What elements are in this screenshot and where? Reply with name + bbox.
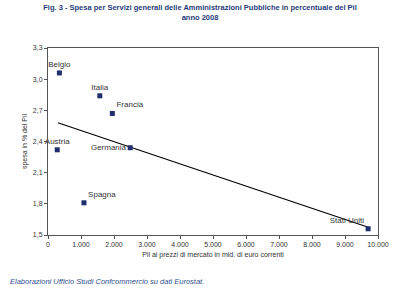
svg-text:10.000: 10.000 bbox=[367, 241, 389, 248]
svg-text:4.000: 4.000 bbox=[171, 241, 189, 248]
svg-text:Spagna: Spagna bbox=[88, 190, 116, 199]
svg-text:9.000: 9.000 bbox=[336, 241, 354, 248]
svg-text:Pil ai prezzi di mercato in ml: Pil ai prezzi di mercato in mld. di euro… bbox=[142, 251, 284, 259]
svg-text:Elaborazioni Ufficio Studi Con: Elaborazioni Ufficio Studi Confcommercio… bbox=[10, 277, 204, 286]
svg-text:2.000: 2.000 bbox=[105, 241, 123, 248]
svg-text:1,8: 1,8 bbox=[33, 200, 43, 207]
svg-text:Italia: Italia bbox=[91, 83, 108, 92]
svg-text:2,7: 2,7 bbox=[33, 107, 43, 114]
svg-text:3,3: 3,3 bbox=[33, 44, 43, 51]
svg-text:Francia: Francia bbox=[116, 100, 143, 109]
svg-text:5.000: 5.000 bbox=[204, 241, 222, 248]
svg-text:Fig. 3 - Spesa per Servizi gen: Fig. 3 - Spesa per Servizi generali dell… bbox=[43, 3, 357, 22]
svg-text:2,1: 2,1 bbox=[33, 169, 43, 176]
svg-text:3.000: 3.000 bbox=[138, 241, 156, 248]
svg-text:3,0: 3,0 bbox=[33, 76, 43, 83]
svg-text:0: 0 bbox=[46, 241, 50, 248]
svg-text:8.000: 8.000 bbox=[303, 241, 321, 248]
svg-text:Austria: Austria bbox=[45, 137, 70, 146]
svg-text:2,4: 2,4 bbox=[33, 138, 43, 145]
svg-text:Stati Uniti: Stati Uniti bbox=[330, 216, 364, 225]
svg-text:6.000: 6.000 bbox=[237, 241, 255, 248]
svg-text:spesa in % del Pil: spesa in % del Pil bbox=[21, 113, 29, 169]
svg-text:1.000: 1.000 bbox=[72, 241, 90, 248]
svg-text:1,5: 1,5 bbox=[33, 231, 43, 238]
svg-text:Germania: Germania bbox=[91, 143, 127, 152]
svg-text:Belgio: Belgio bbox=[48, 60, 71, 69]
svg-text:7.000: 7.000 bbox=[270, 241, 288, 248]
